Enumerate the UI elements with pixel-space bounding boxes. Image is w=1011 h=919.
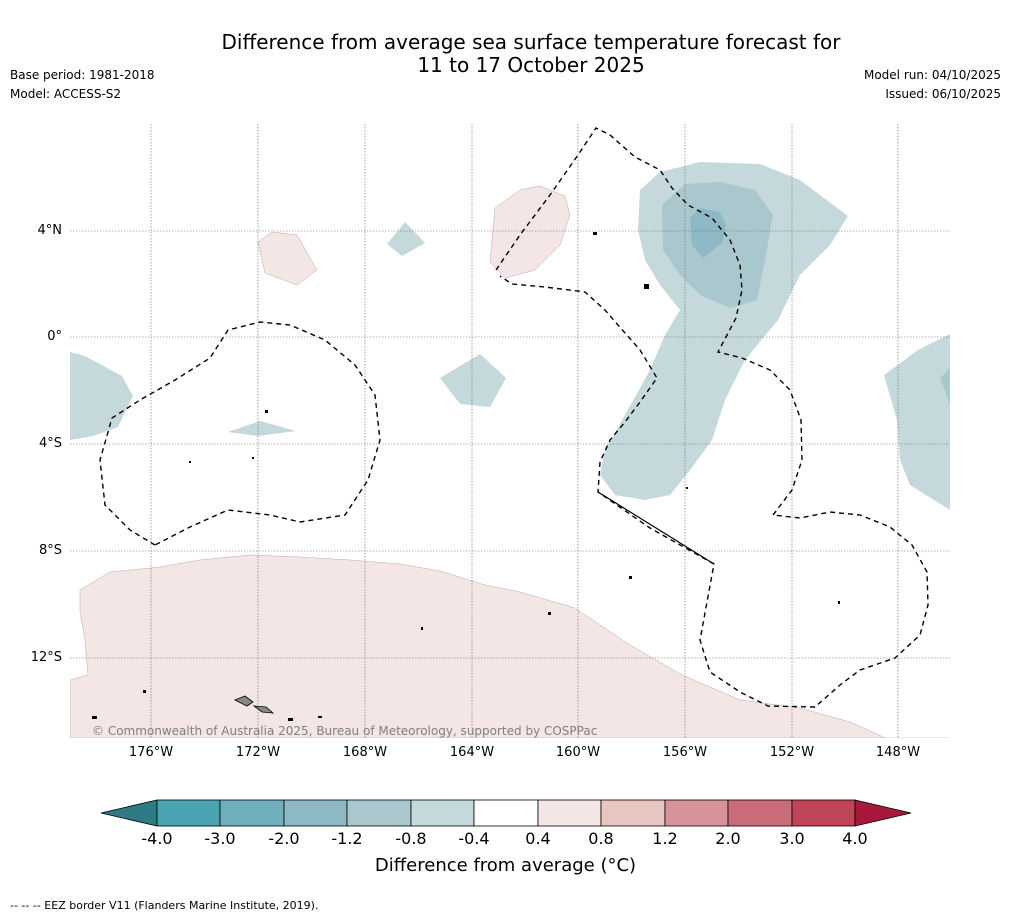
cool-anomaly-small-north bbox=[387, 222, 425, 256]
eez-borders bbox=[99, 127, 929, 708]
issued-date: Issued: 06/10/2025 bbox=[885, 87, 1001, 101]
colorbar-bin bbox=[473, 799, 539, 827]
copyright-notice: © Commonwealth of Australia 2025, Bureau… bbox=[92, 724, 598, 738]
colorbar-tick: -3.0 bbox=[204, 829, 236, 848]
lat-label: 8°S bbox=[38, 543, 62, 558]
colorbar-bin bbox=[219, 799, 285, 827]
map-plot-area bbox=[70, 124, 950, 738]
lon-label: 168°W bbox=[342, 745, 388, 760]
warm-anomaly-north-mid bbox=[489, 185, 571, 279]
model-name: Model: ACCESS-S2 bbox=[10, 87, 122, 101]
lon-label: 172°W bbox=[235, 745, 281, 760]
colorbar-bin bbox=[537, 799, 602, 827]
lat-label: 12°S bbox=[30, 650, 62, 665]
lon-label: 156°W bbox=[662, 745, 708, 760]
colorbar-tick: 2.0 bbox=[715, 829, 741, 848]
colorbar-bin bbox=[664, 799, 729, 827]
cool-anomaly-central-east bbox=[600, 162, 848, 500]
colorbar-bin bbox=[156, 799, 221, 827]
gridlines bbox=[70, 124, 950, 738]
colorbar bbox=[100, 799, 912, 827]
islands bbox=[92, 232, 840, 721]
colorbar-label: Difference from average (°C) bbox=[374, 855, 637, 876]
colorbar-tick: -4.0 bbox=[141, 829, 173, 848]
colorbar-bin bbox=[410, 799, 475, 827]
meta-left: Base period: 1981-2018 Model: ACCESS-S2 bbox=[10, 66, 155, 104]
colorbar-bin bbox=[283, 799, 348, 827]
lon-label: 152°W bbox=[769, 745, 815, 760]
colorbar-tick: -0.4 bbox=[458, 829, 490, 848]
map-title: Difference from average sea surface temp… bbox=[0, 31, 1011, 77]
lon-label: 176°W bbox=[128, 745, 174, 760]
lon-label: 164°W bbox=[449, 745, 495, 760]
lon-label: 148°W bbox=[875, 745, 921, 760]
colorbar-tick: -1.2 bbox=[331, 829, 363, 848]
cool-anomaly-central-inner bbox=[690, 208, 726, 258]
colorbar-tick: -0.8 bbox=[395, 829, 427, 848]
meta-right: Model run: 04/10/2025 Issued: 06/10/2025 bbox=[864, 66, 1001, 104]
title-line-2: 11 to 17 October 2025 bbox=[417, 53, 645, 77]
cool-anomaly-mid bbox=[440, 354, 506, 407]
warm-anomaly-north-small bbox=[257, 231, 318, 286]
lat-label: 4°N bbox=[37, 223, 63, 238]
cool-anomaly-west bbox=[70, 352, 133, 440]
samoa-island-east bbox=[252, 705, 275, 714]
colorbar-bin bbox=[727, 799, 793, 827]
colorbar-tick: 3.0 bbox=[779, 829, 805, 848]
eez-solid-border bbox=[597, 491, 715, 565]
lat-label: 4°S bbox=[38, 436, 62, 451]
colorbar-high-extend bbox=[854, 799, 912, 827]
cool-anomaly-small-south bbox=[228, 421, 296, 436]
colorbar-tick: 0.4 bbox=[525, 829, 551, 848]
cool-anomaly-east-core bbox=[940, 368, 950, 405]
colorbar-tick: 4.0 bbox=[842, 829, 868, 848]
eez-footer-note: -- -- -- EEZ border V11 (Flanders Marine… bbox=[10, 899, 319, 912]
model-run: Model run: 04/10/2025 bbox=[863, 68, 1001, 82]
base-period: Base period: 1981-2018 bbox=[10, 68, 155, 82]
colorbar-bin bbox=[600, 799, 666, 827]
colorbar-tick: -2.0 bbox=[268, 829, 300, 848]
colorbar-bin bbox=[791, 799, 856, 827]
lat-label: 0° bbox=[47, 329, 62, 344]
cool-anomaly-east-edge bbox=[884, 334, 950, 510]
samoa-island-west bbox=[234, 695, 254, 707]
colorbar-low-extend bbox=[100, 799, 158, 827]
colorbar-tick: 0.8 bbox=[588, 829, 614, 848]
warm-anomaly-south bbox=[70, 554, 950, 738]
title-line-1: Difference from average sea surface temp… bbox=[221, 30, 841, 54]
lon-label: 160°W bbox=[555, 745, 601, 760]
colorbar-tick: 1.2 bbox=[652, 829, 678, 848]
colorbar-bin bbox=[346, 799, 412, 827]
